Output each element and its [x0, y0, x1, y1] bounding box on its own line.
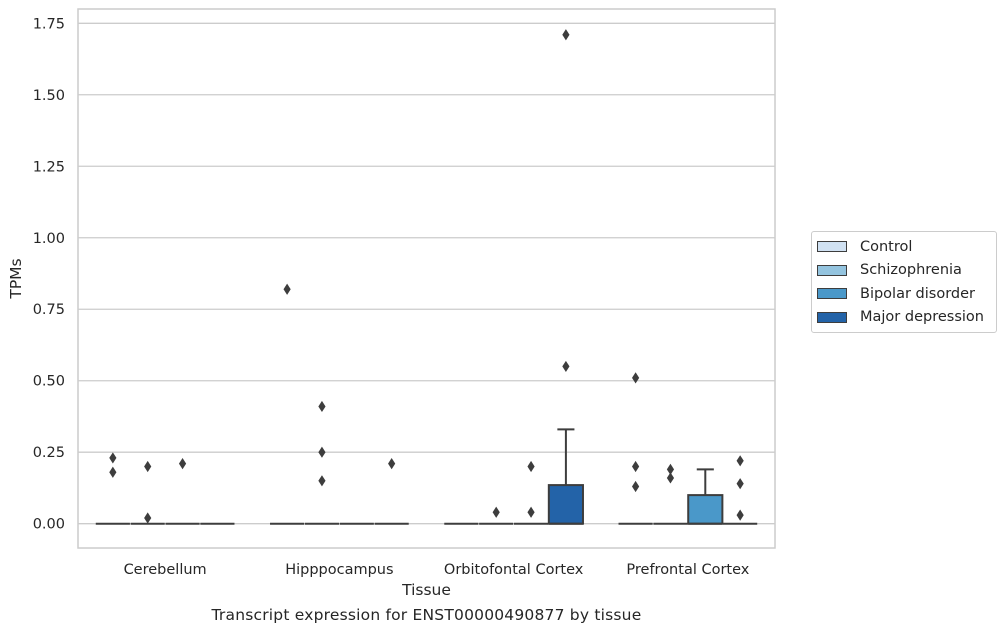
outlier-point	[562, 29, 570, 41]
x-axis-label: Tissue	[401, 581, 451, 599]
legend-item: Major depression	[812, 306, 996, 330]
plot-frame	[77, 8, 776, 549]
outlier-point	[318, 446, 326, 458]
outlier-point	[318, 400, 326, 413]
outlier-point	[562, 360, 570, 373]
outlier-point	[109, 466, 117, 478]
outlier-point	[527, 506, 535, 518]
outlier-point	[144, 460, 152, 473]
legend-label: Schizophrenia	[860, 262, 962, 279]
outlier-point	[666, 463, 675, 475]
outlier-point	[388, 458, 396, 470]
y-tick-label: 0.00	[33, 517, 65, 533]
outlier-point	[144, 512, 152, 524]
y-tick-label: 0.75	[33, 302, 65, 318]
y-tick-label: 1.25	[33, 159, 65, 175]
outlier-point	[632, 460, 640, 473]
y-tick-label: 1.50	[33, 88, 65, 104]
y-tick-label: 1.00	[33, 231, 65, 247]
x-tick-label: Prefrontal Cortex	[626, 562, 749, 578]
outlier-point	[492, 506, 500, 518]
x-tick-label: Hipppocampus	[285, 562, 393, 578]
outlier-point	[283, 283, 291, 295]
outlier-point	[318, 475, 326, 487]
legend-swatch	[817, 288, 847, 300]
legend-label: Bipolar disorder	[860, 285, 975, 302]
outlier-point	[736, 509, 744, 521]
box	[687, 494, 724, 525]
outlier-point	[632, 372, 640, 384]
legend-label: Control	[860, 238, 913, 255]
legend-label: Major depression	[860, 309, 984, 326]
legend-swatch	[817, 311, 847, 323]
x-tick-label: Orbitofontal Cortex	[444, 562, 584, 578]
outlier-point	[666, 472, 675, 484]
legend: Control Schizophrenia Bipolar disorder Majo…	[811, 231, 997, 333]
y-tick-label: 1.75	[33, 16, 65, 32]
outlier-point	[178, 458, 187, 470]
box	[547, 484, 584, 525]
chart-caption: Transcript expression for ENST0000049087…	[211, 606, 642, 624]
y-axis-label: TPMs	[7, 258, 25, 299]
legend-item: Bipolar disorder	[812, 282, 996, 306]
y-tick-label: 0.50	[33, 374, 65, 390]
y-tick-label: 0.25	[33, 445, 65, 461]
legend-item: Control	[812, 235, 996, 259]
legend-swatch	[817, 264, 847, 276]
x-tick-label: Cerebellum	[124, 562, 207, 578]
legend-item: Schizophrenia	[812, 259, 996, 283]
legend-swatch	[817, 241, 847, 253]
outlier-point	[109, 452, 117, 464]
outlier-point	[736, 478, 744, 490]
outlier-point	[736, 455, 744, 467]
outlier-point	[632, 480, 640, 493]
outlier-point	[527, 460, 535, 473]
